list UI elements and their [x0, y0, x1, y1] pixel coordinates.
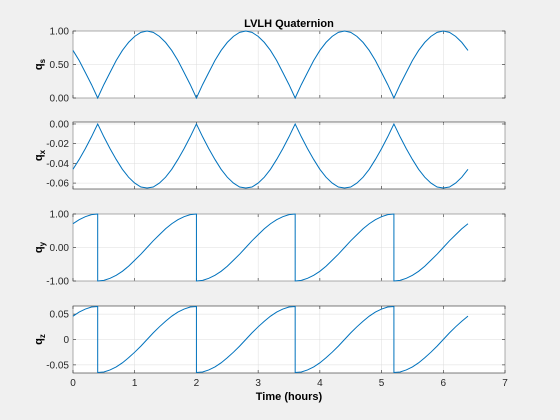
x-tick-label: 1 — [132, 378, 138, 389]
y-axis-label-base: q — [33, 338, 45, 345]
x-tick-label: 5 — [379, 378, 385, 389]
y-axis-label: qs — [33, 58, 47, 70]
x-tick-label: 4 — [317, 378, 323, 389]
series-line-qz — [72, 305, 469, 374]
y-axis-label-subscript: s — [38, 58, 47, 63]
x-tick-label: 2 — [194, 378, 200, 389]
y-tick-label: -1.00 — [46, 277, 69, 288]
y-axis-label-base: q — [33, 246, 45, 253]
y-axis-label-base: q — [33, 63, 45, 70]
y-tick-label: 0.50 — [50, 60, 70, 71]
y-axis-label: qx — [33, 149, 47, 161]
y-tick-label: -0.04 — [46, 159, 69, 170]
y-axis-label-subscript: x — [38, 149, 47, 154]
y-tick-label: 1.00 — [50, 210, 70, 221]
y-tick-label: 0 — [63, 335, 69, 346]
series-line-qs — [72, 30, 469, 100]
subplot-x: -0.06 -0.04 -0.02 0.00 qx — [33, 119, 506, 190]
x-axis-label: Time (hours) — [256, 391, 323, 403]
y-axis-label-subscript: y — [38, 241, 47, 246]
y-tick-label: 0.00 — [50, 119, 70, 130]
y-tick-label: 0.00 — [50, 243, 70, 254]
subplot-y: -1.00 0.00 1.00 qy — [33, 210, 506, 288]
x-tick-label: 7 — [502, 378, 508, 389]
x-tick-label: 3 — [255, 378, 261, 389]
y-axis-label-subscript: z — [38, 334, 47, 338]
y-tick-label: 0.05 — [50, 310, 70, 321]
subplot-s: 0.00 0.50 1.00 qs — [33, 27, 506, 105]
y-axis-label: qy — [33, 241, 47, 253]
y-axis-label: qz — [33, 334, 47, 345]
chart-title: LVLH Quaternion — [244, 18, 334, 30]
y-tick-label: 0.00 — [50, 94, 70, 105]
y-tick-label: -0.02 — [46, 139, 69, 150]
y-tick-label: -0.06 — [46, 179, 69, 190]
series-line-qy — [72, 213, 469, 282]
y-axis-label-base: q — [33, 154, 45, 161]
x-tick-label: 6 — [441, 378, 447, 389]
y-tick-label: -0.05 — [46, 360, 69, 371]
x-tick-label: 0 — [70, 378, 76, 389]
series-line-qx — [72, 122, 469, 189]
y-tick-label: 1.00 — [50, 27, 70, 38]
axes-background — [72, 121, 506, 190]
